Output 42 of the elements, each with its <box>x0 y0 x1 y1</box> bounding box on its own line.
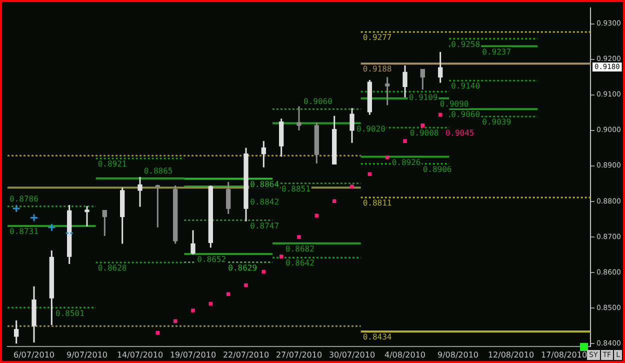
ref-line-label: 0.8842 <box>250 198 280 207</box>
ref-line-label: 0.9039 <box>482 118 512 127</box>
x-tick-label: 4/08/2010 <box>384 350 426 360</box>
ref-line-label: 0.8731 <box>10 227 39 236</box>
ref-line-label: 0.8921 <box>98 160 127 169</box>
ref-line-label: 0.8747 <box>250 221 280 230</box>
ref-line-label: 0.8851 <box>282 184 311 194</box>
ref-line-label: 0.9237 <box>482 47 512 56</box>
ref-line-label: 0.9188 <box>362 64 392 74</box>
x-tick-label: 30/07/2010 <box>328 350 376 360</box>
ref-line-label: 0.8864 <box>250 180 280 189</box>
ref-line-label: 0.8642 <box>286 258 315 268</box>
ref-line-label: 0.9008 <box>410 128 439 138</box>
x-tick-label: 9/08/2010 <box>437 350 479 360</box>
ref-line-label: 0.9090 <box>440 100 469 109</box>
ref-line-label: 0.8652 <box>197 255 226 264</box>
ref-line-label: 0.8786 <box>10 194 39 204</box>
x-tick-label: 17/08/2010 <box>540 350 588 360</box>
ref-line-label: 0.9020 <box>356 124 386 134</box>
ref-line-label: 0.9258 <box>451 40 480 49</box>
ref-line-label: 0.8501 <box>56 308 85 318</box>
x-tick-label: 9/07/2010 <box>66 350 108 360</box>
ref-line-label: 0.9060 <box>451 110 480 120</box>
ref-line-label: 0.9277 <box>362 33 392 42</box>
x-tick-label: 22/07/2010 <box>222 350 270 360</box>
annotation: 0.9045 <box>445 128 474 138</box>
x-tick-label: 14/07/2010 <box>116 350 164 360</box>
x-tick-label: 19/07/2010 <box>170 350 216 360</box>
ref-line-label: 0.8682 <box>286 244 315 254</box>
ref-line-label: 0.8434 <box>362 332 392 342</box>
ref-line-label: 0.9060 <box>304 97 333 106</box>
x-tick-label: 12/08/2010 <box>488 350 534 360</box>
ref-line-label: 0.8926 <box>392 158 421 167</box>
ref-line-label: 0.9140 <box>451 82 480 91</box>
x-tick-label: 6/07/2010 <box>13 350 55 360</box>
x-tick-label: 27/07/2010 <box>276 350 322 360</box>
ref-line-label: 0.8811 <box>362 198 392 208</box>
ref-line-label: 0.8906 <box>422 164 452 174</box>
ref-line-label: 0.9109 <box>408 92 438 102</box>
ref-line-label: 0.8628 <box>98 264 127 273</box>
ref-line-label: 0.8865 <box>144 166 173 176</box>
ref-line-label: 0.8629 <box>228 263 258 272</box>
